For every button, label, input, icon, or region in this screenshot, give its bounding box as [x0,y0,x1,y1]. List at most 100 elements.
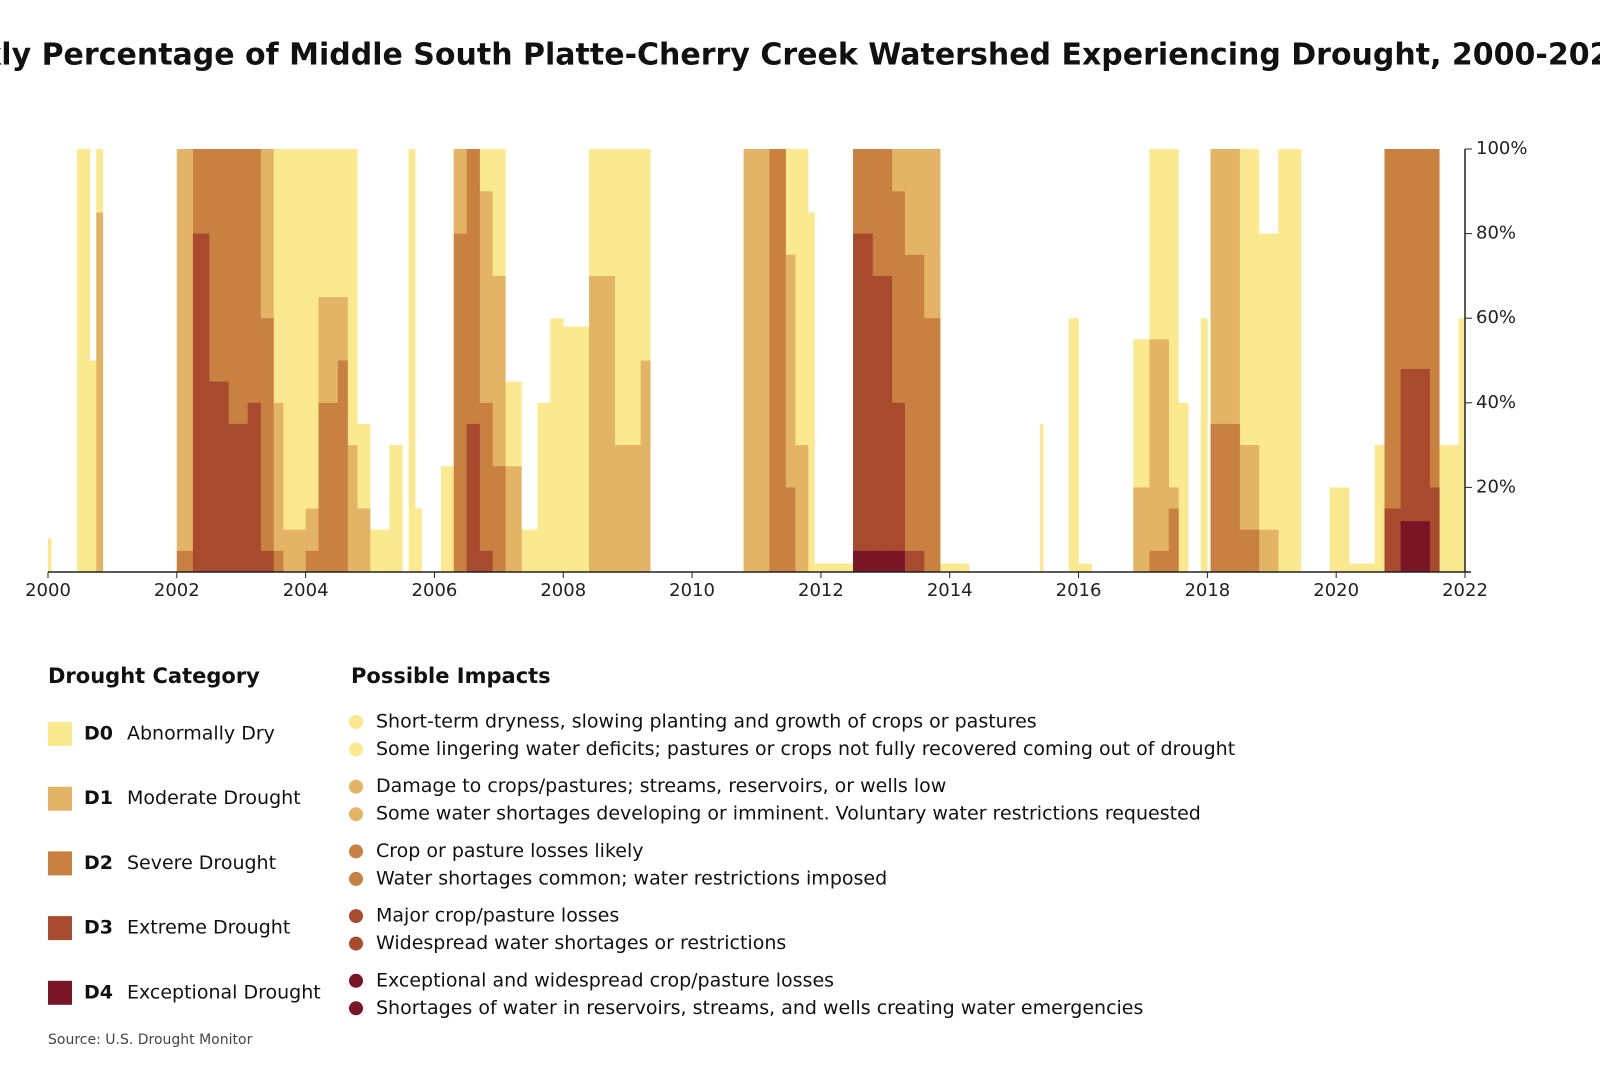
legend-label: Exceptional Drought [127,981,321,1003]
impact-bullet [349,973,363,988]
area-step [1068,318,1079,572]
area-step [814,563,854,572]
area-step [1400,521,1430,572]
area-step [1349,563,1376,572]
area-step [337,360,348,572]
x-tick-label: 2004 [283,580,329,601]
x-tick-label: 2014 [927,580,973,601]
impact-text: Damage to crops/pastures; streams, reser… [376,775,946,797]
area-step [96,212,104,572]
impacts-title: Possible Impacts [351,664,551,688]
area-step [357,508,371,572]
area-step [1258,233,1279,572]
x-tick-label: 2016 [1056,580,1102,601]
area-step [1278,149,1302,572]
y-tick-label: 100% [1476,138,1527,159]
legend-label: Moderate Drought [127,787,301,809]
area-step [904,254,925,572]
area-step [283,529,306,572]
area-step [563,326,590,572]
impact-text: Short-term dryness, slowing planting and… [376,711,1037,733]
impact-bullet [349,715,363,729]
chart-title: Weekly Percentage of Middle South Platte… [0,38,1600,73]
x-tick-label: 2022 [1442,580,1488,601]
area-step [1429,149,1440,572]
area-step [305,149,319,572]
area-step [1210,423,1240,572]
impact-text: Shortages of water in reservoirs, stream… [376,997,1143,1019]
y-tick-label: 80% [1476,223,1516,244]
area-step [347,149,358,572]
x-tick-label: 2010 [669,580,715,601]
impact-text: Widespread water shortages or restrictio… [376,932,786,954]
y-tick-label: 20% [1476,476,1516,497]
area-step [872,275,893,572]
area-step [1384,149,1401,572]
area-step [479,402,493,572]
area-step [537,402,551,572]
area-step [192,233,210,572]
area-step [370,529,390,572]
x-tick-label: 2020 [1313,580,1359,601]
area-step [176,149,194,572]
area-step [923,318,941,572]
legend-code: D4 [84,981,113,1003]
area-step [260,318,274,572]
area-step [853,550,873,572]
area-step [550,318,564,572]
y-tick-label: 40% [1476,392,1516,413]
area-step [273,402,284,572]
area-step [76,149,91,572]
x-tick-label: 2018 [1184,580,1230,601]
area-step [1078,563,1092,572]
area-step [408,149,416,572]
impact-text: Water shortages common; water restrictio… [376,867,887,889]
y-tick-label: 60% [1476,307,1516,328]
legend-swatch [48,722,72,746]
impact-bullet [349,742,363,757]
source: Source: U.S. Drought Monitor [48,1032,253,1048]
x-tick-label: 2000 [25,580,71,601]
area-step [795,445,809,572]
area-step [492,466,506,572]
x-tick-label: 2012 [798,580,844,601]
x-tick-label: 2002 [154,580,200,601]
impact-text: Some lingering water deficits; pastures … [376,738,1235,760]
area-step [785,254,796,572]
area-step [466,423,480,572]
area-step [305,550,319,572]
area-step [1178,402,1189,572]
area-step [1439,445,1459,572]
area-step [347,445,358,572]
area-step [743,149,770,572]
legend-label: Abnormally Dry [127,723,275,745]
area-step [209,381,229,572]
area-step [785,487,796,572]
legend-swatch [48,851,72,876]
legend-code: D0 [84,723,113,745]
area-step [176,550,194,572]
area-step [228,423,248,572]
area-step [1329,487,1350,572]
area-step [48,538,52,572]
x-tick-label: 2006 [412,580,458,601]
legend-swatch [48,786,72,811]
legend-code: D1 [84,787,113,809]
legend-title: Drought Category [48,664,260,688]
area-step [273,550,284,572]
area-step [614,445,641,572]
legend-label: Extreme Drought [127,917,290,939]
area-step [1133,487,1150,572]
impact-bullet [349,1001,363,1016]
impact-bullet [349,807,363,822]
area-step [769,149,786,572]
area-step [389,445,403,572]
area-step [1039,423,1044,572]
x-tick-label: 2008 [540,580,586,601]
impact-bullet [349,909,363,924]
legend-swatch [48,916,72,941]
impact-text: Crop or pasture losses likely [376,840,644,862]
area-step [1168,508,1179,572]
area-step [479,550,493,572]
